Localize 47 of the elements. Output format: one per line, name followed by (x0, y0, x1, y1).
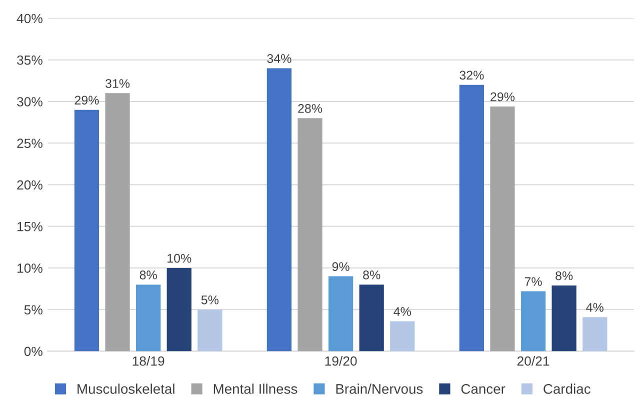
y-tick-label: 15% (18, 222, 42, 232)
data-label: 34% (267, 54, 292, 63)
y-tick-label: 40% (16, 14, 42, 24)
x-tick-label: 19/20 (325, 356, 357, 366)
y-tick-label: 5% (24, 305, 42, 314)
data-label: 31% (105, 79, 130, 88)
data-label: 29% (74, 96, 99, 105)
y-tick-label: 30% (17, 97, 42, 106)
x-tick-label: 20/21 (517, 356, 550, 366)
data-label: 8% (556, 271, 573, 280)
legend-label: Musculoskeletal (78, 384, 174, 394)
data-label: 10% (168, 254, 192, 263)
data-label: 29% (490, 92, 515, 102)
data-label: 9% (332, 262, 350, 272)
legend-label: Cardiac (544, 384, 590, 394)
bar (166, 268, 192, 352)
bar (198, 310, 222, 352)
legend-label: Brain/Nervous (336, 384, 423, 394)
y-tick-label: 0% (24, 346, 42, 356)
y-tick-label: 35% (17, 55, 42, 65)
data-label: 8% (140, 270, 157, 280)
bar (390, 321, 415, 352)
data-label: 28% (298, 104, 322, 113)
bar (459, 84, 484, 352)
bar (490, 106, 515, 352)
bar (359, 284, 384, 352)
bar (328, 276, 354, 352)
y-tick-label: 10% (18, 264, 42, 273)
y-tick-label: 20% (17, 180, 42, 190)
bar (74, 110, 100, 352)
bar (136, 284, 161, 352)
bar (582, 317, 608, 352)
bar (520, 291, 546, 352)
legend-label: Cancer (461, 384, 506, 394)
data-label: 7% (524, 277, 542, 286)
bar (266, 68, 292, 352)
bar (298, 118, 322, 352)
y-tick-label: 25% (17, 138, 42, 148)
bar (552, 285, 576, 352)
data-label: 8% (363, 270, 380, 280)
data-label: 32% (460, 70, 484, 80)
legend-label: Mental Illness (214, 384, 298, 394)
data-label: 4% (394, 307, 411, 316)
data-label: 5% (201, 296, 218, 304)
x-tick-label: 18/19 (132, 356, 164, 366)
data-label: 4% (586, 303, 604, 312)
bar (105, 93, 130, 352)
